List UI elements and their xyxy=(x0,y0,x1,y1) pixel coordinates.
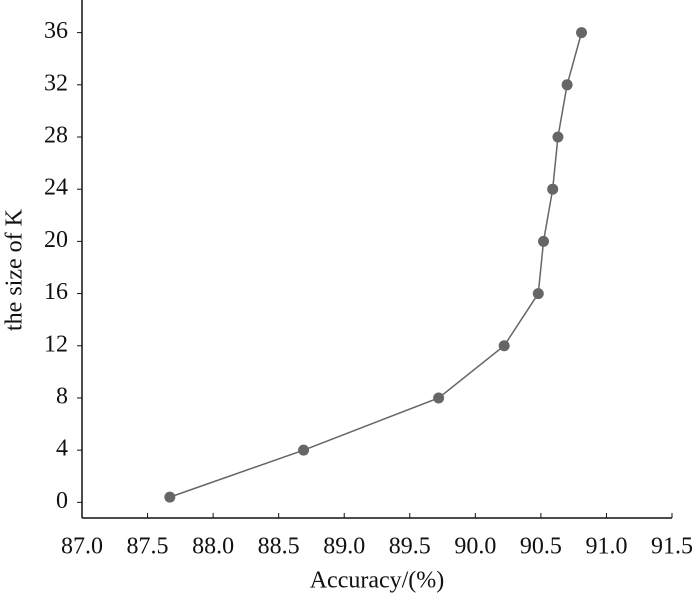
point xyxy=(498,340,510,352)
y-tick-label: 28 xyxy=(44,123,68,149)
y-tick-label: 0 xyxy=(56,488,68,514)
x-tick-label: 89.0 xyxy=(323,534,365,560)
x-tick-label: 91.0 xyxy=(585,534,627,560)
point xyxy=(164,491,176,503)
x-tick-label: 90.5 xyxy=(520,534,562,560)
point xyxy=(547,183,559,195)
x-tick-label: 87.5 xyxy=(127,534,169,560)
y-tick-label: 36 xyxy=(44,18,68,44)
point xyxy=(561,79,573,91)
y-tick-label: 20 xyxy=(44,227,68,253)
point xyxy=(433,392,445,404)
x-tick-label: 88.5 xyxy=(258,534,300,560)
y-axis-label: the size of K xyxy=(2,208,28,331)
point xyxy=(576,27,588,39)
x-tick-label: 91.5 xyxy=(651,534,693,560)
y-tick-label: 32 xyxy=(44,70,68,96)
x-axis-label: Accuracy/(%) xyxy=(310,568,445,594)
point xyxy=(552,131,564,143)
point xyxy=(538,235,550,247)
point xyxy=(532,288,544,300)
x-tick-label: 87.0 xyxy=(61,534,103,560)
y-tick-label: 4 xyxy=(56,436,68,462)
y-tick-label: 12 xyxy=(44,331,68,357)
y-tick-label: 8 xyxy=(56,383,68,409)
line xyxy=(169,32,583,498)
y-tick-label: 24 xyxy=(44,175,68,201)
x-tick-label: 88.0 xyxy=(192,534,234,560)
x-tick-label: 90.0 xyxy=(454,534,496,560)
y-tick-label: 16 xyxy=(44,279,68,305)
x-tick-label: 89.5 xyxy=(389,534,431,560)
point xyxy=(298,444,310,456)
